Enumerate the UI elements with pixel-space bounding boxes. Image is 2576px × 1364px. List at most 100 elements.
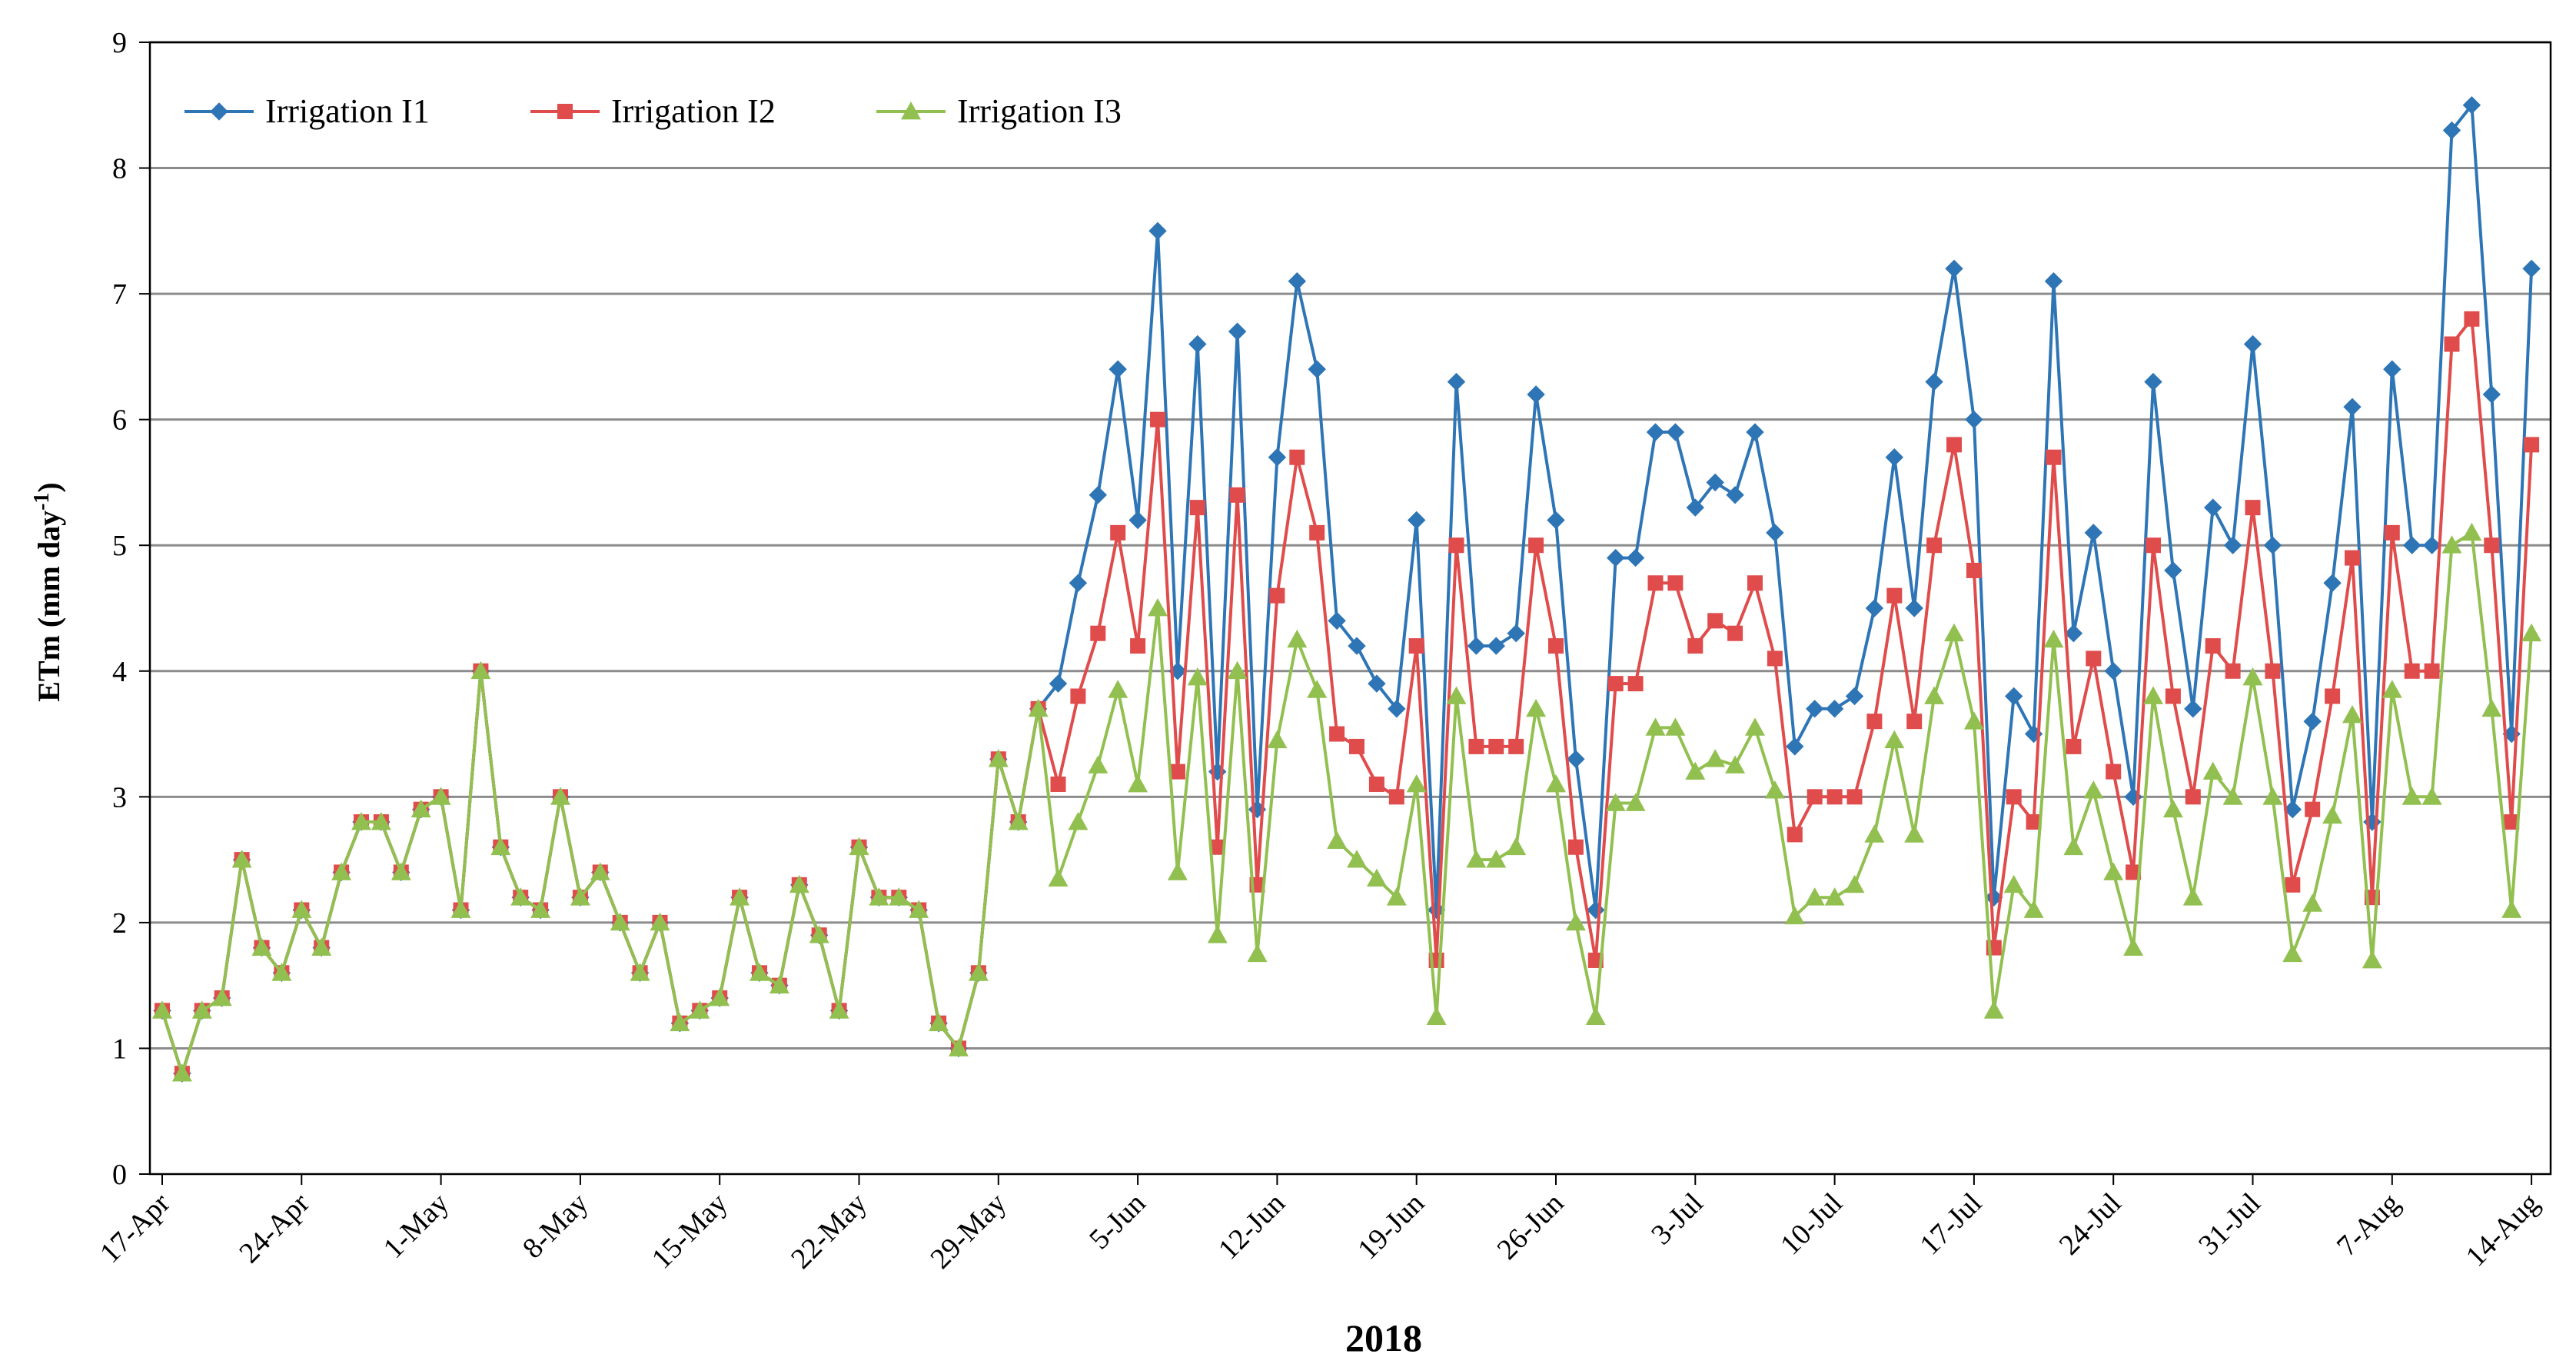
data-point bbox=[2205, 638, 2221, 654]
data-point bbox=[1447, 372, 1466, 391]
data-point bbox=[1825, 700, 1844, 718]
data-point bbox=[2123, 937, 2144, 956]
data-point bbox=[1167, 862, 1188, 880]
data-point bbox=[2524, 437, 2540, 453]
data-point bbox=[2165, 688, 2181, 704]
data-point bbox=[849, 837, 869, 856]
data-point bbox=[1567, 750, 1585, 768]
data-point bbox=[2006, 789, 2022, 805]
x-tick-label: 17-Apr bbox=[94, 1186, 177, 1269]
data-point bbox=[2401, 787, 2422, 805]
data-point bbox=[2504, 814, 2520, 830]
data-point bbox=[1467, 637, 1486, 655]
x-axis-ticks: 17-Apr 24-Apr 1-May 8-May 15-May 22-May 29-May… bbox=[94, 1174, 2545, 1275]
y-tick-label: 8 bbox=[112, 153, 127, 185]
series-3 bbox=[152, 522, 2542, 1082]
series-layer bbox=[152, 96, 2542, 1083]
data-point bbox=[1527, 385, 1545, 404]
data-point bbox=[2083, 780, 2104, 799]
data-point bbox=[1944, 623, 1964, 642]
data-point bbox=[2404, 663, 2420, 679]
data-point bbox=[1605, 793, 1626, 811]
legend: Irrigation I1 Irrigation I2 Irrigation I3 bbox=[184, 92, 1122, 130]
data-point bbox=[2242, 667, 2263, 686]
data-point bbox=[1647, 575, 1664, 591]
data-point bbox=[1786, 737, 1804, 756]
data-point bbox=[450, 900, 471, 918]
series-2 bbox=[155, 311, 2540, 1082]
data-point bbox=[2484, 537, 2500, 554]
data-point bbox=[1807, 789, 1823, 805]
data-point bbox=[2343, 398, 2362, 417]
y-tick-label: 9 bbox=[112, 27, 127, 59]
data-point bbox=[1885, 448, 1904, 467]
data-point bbox=[1528, 537, 1544, 554]
data-point bbox=[2384, 524, 2400, 541]
x-tick-label: 26-Jun bbox=[1491, 1187, 1571, 1266]
data-point bbox=[1507, 624, 1525, 643]
data-point bbox=[2064, 624, 2083, 643]
x-tick-label: 19-Jun bbox=[1351, 1187, 1431, 1266]
series-1 bbox=[153, 96, 2541, 1083]
data-point bbox=[1488, 738, 1504, 754]
data-point bbox=[1725, 755, 1746, 773]
data-point bbox=[2162, 799, 2183, 818]
data-point bbox=[2023, 900, 2044, 918]
data-point bbox=[1864, 824, 1885, 843]
data-point bbox=[1228, 322, 1247, 341]
data-point bbox=[1946, 437, 1962, 453]
y-tick-label: 0 bbox=[112, 1159, 127, 1191]
data-point bbox=[1866, 714, 1883, 730]
data-point bbox=[1665, 717, 1686, 736]
y-tick-label: 1 bbox=[112, 1033, 127, 1065]
x-axis-title: 2018 bbox=[1345, 1316, 1422, 1359]
data-point bbox=[2464, 311, 2480, 327]
data-point bbox=[590, 862, 610, 880]
data-point bbox=[1886, 587, 1903, 604]
data-point bbox=[2382, 680, 2402, 698]
data-point bbox=[1606, 548, 1625, 567]
data-point bbox=[2282, 943, 2303, 963]
data-point bbox=[1687, 638, 1703, 654]
data-point bbox=[2225, 663, 2241, 679]
data-point bbox=[2126, 864, 2142, 880]
data-point bbox=[1048, 868, 1069, 887]
data-point bbox=[2185, 789, 2201, 805]
data-point bbox=[690, 1000, 710, 1019]
data-point bbox=[1904, 824, 1925, 843]
data-point bbox=[2026, 814, 2042, 830]
data-point bbox=[1090, 625, 1106, 641]
data-point bbox=[1824, 887, 1845, 906]
data-point bbox=[1109, 360, 1127, 378]
x-tick-label: 17-Jul bbox=[1913, 1187, 1988, 1262]
plot-area bbox=[148, 41, 2552, 1176]
data-point bbox=[2322, 805, 2343, 824]
data-point bbox=[2223, 536, 2242, 554]
data-point bbox=[1069, 574, 1088, 592]
data-point bbox=[2303, 712, 2322, 730]
data-point bbox=[1128, 773, 1148, 793]
data-point bbox=[351, 812, 371, 830]
data-point bbox=[1368, 776, 1384, 792]
data-point bbox=[251, 937, 272, 956]
data-point bbox=[2044, 272, 2063, 291]
data-point bbox=[1408, 638, 1424, 654]
y-tick-label: 4 bbox=[112, 656, 127, 688]
data-point bbox=[2046, 449, 2062, 465]
data-point bbox=[2106, 764, 2122, 780]
data-point bbox=[2323, 574, 2342, 592]
data-point bbox=[2184, 700, 2202, 718]
data-point bbox=[1567, 839, 1584, 855]
data-point bbox=[2521, 623, 2542, 642]
data-point bbox=[1426, 1006, 1447, 1025]
data-point bbox=[1148, 221, 1167, 241]
data-point bbox=[1745, 717, 1765, 736]
data-point bbox=[1150, 411, 1165, 427]
data-point bbox=[2305, 801, 2321, 817]
data-point bbox=[1646, 423, 1665, 441]
data-point bbox=[1926, 537, 1943, 554]
x-tick-label: 1-May bbox=[377, 1187, 455, 1265]
data-point bbox=[331, 862, 352, 880]
data-point bbox=[1287, 629, 1308, 648]
y-tick-label: 6 bbox=[112, 404, 127, 437]
